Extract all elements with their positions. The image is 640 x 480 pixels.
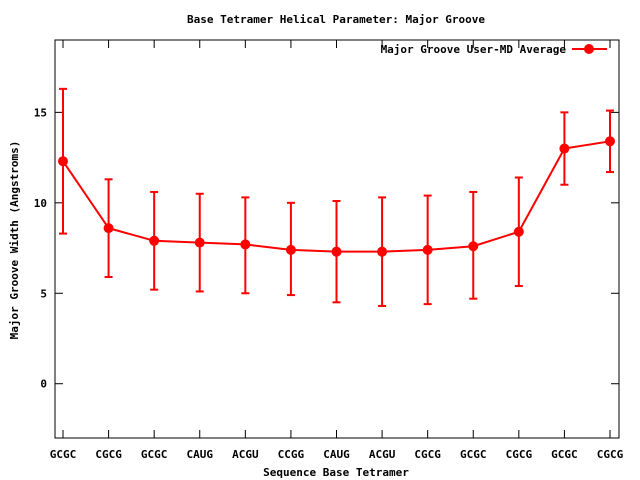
x-tick-label: ACGU xyxy=(369,448,396,461)
x-tick-label: GCGC xyxy=(551,448,578,461)
x-tick-label: CAUG xyxy=(323,448,350,461)
data-points xyxy=(58,136,615,257)
data-point xyxy=(513,226,524,237)
data-point xyxy=(149,235,160,246)
x-tick-label: CAUG xyxy=(187,448,214,461)
data-point xyxy=(377,246,388,257)
x-tick-label: GCGC xyxy=(141,448,168,461)
data-point xyxy=(103,223,114,234)
x-tick-label: CGCG xyxy=(506,448,533,461)
data-point xyxy=(58,156,68,167)
y-axis: 0 5 10 15 xyxy=(34,106,619,391)
data-point xyxy=(240,239,251,250)
x-tick-label: ACGU xyxy=(232,448,259,461)
legend-marker xyxy=(584,44,594,54)
data-point xyxy=(331,246,342,257)
y-tick-label: 0 xyxy=(40,378,47,391)
data-point xyxy=(422,244,433,255)
y-axis-label: Major Groove Width (Angstroms) xyxy=(8,141,21,340)
data-point xyxy=(285,244,296,255)
x-tick-label: CGCG xyxy=(414,448,441,461)
data-point xyxy=(559,143,570,154)
x-axis-label: Sequence Base Tetramer xyxy=(263,466,409,479)
y-tick-label: 5 xyxy=(40,287,47,300)
y-tick-label: 10 xyxy=(34,197,47,210)
legend: Major Groove User-MD Average xyxy=(381,43,607,56)
x-tick-label: GCGC xyxy=(50,448,77,461)
data-point xyxy=(468,241,479,252)
chart-title: Base Tetramer Helical Parameter: Major G… xyxy=(187,13,485,26)
y-tick-label: 15 xyxy=(34,106,47,119)
x-tick-label: CGCG xyxy=(95,448,122,461)
data-point xyxy=(605,136,615,147)
x-axis: GCGC CGCG GCGC CAUG ACGU CCGG CAUG ACGU CGCG GCGC… xyxy=(50,40,624,461)
x-tick-label: CGCG xyxy=(597,448,624,461)
data-point xyxy=(194,237,205,248)
error-bars xyxy=(59,87,614,307)
x-tick-label: GCGC xyxy=(460,448,487,461)
legend-label: Major Groove User-MD Average xyxy=(381,43,567,56)
x-tick-label: CCGG xyxy=(278,448,305,461)
